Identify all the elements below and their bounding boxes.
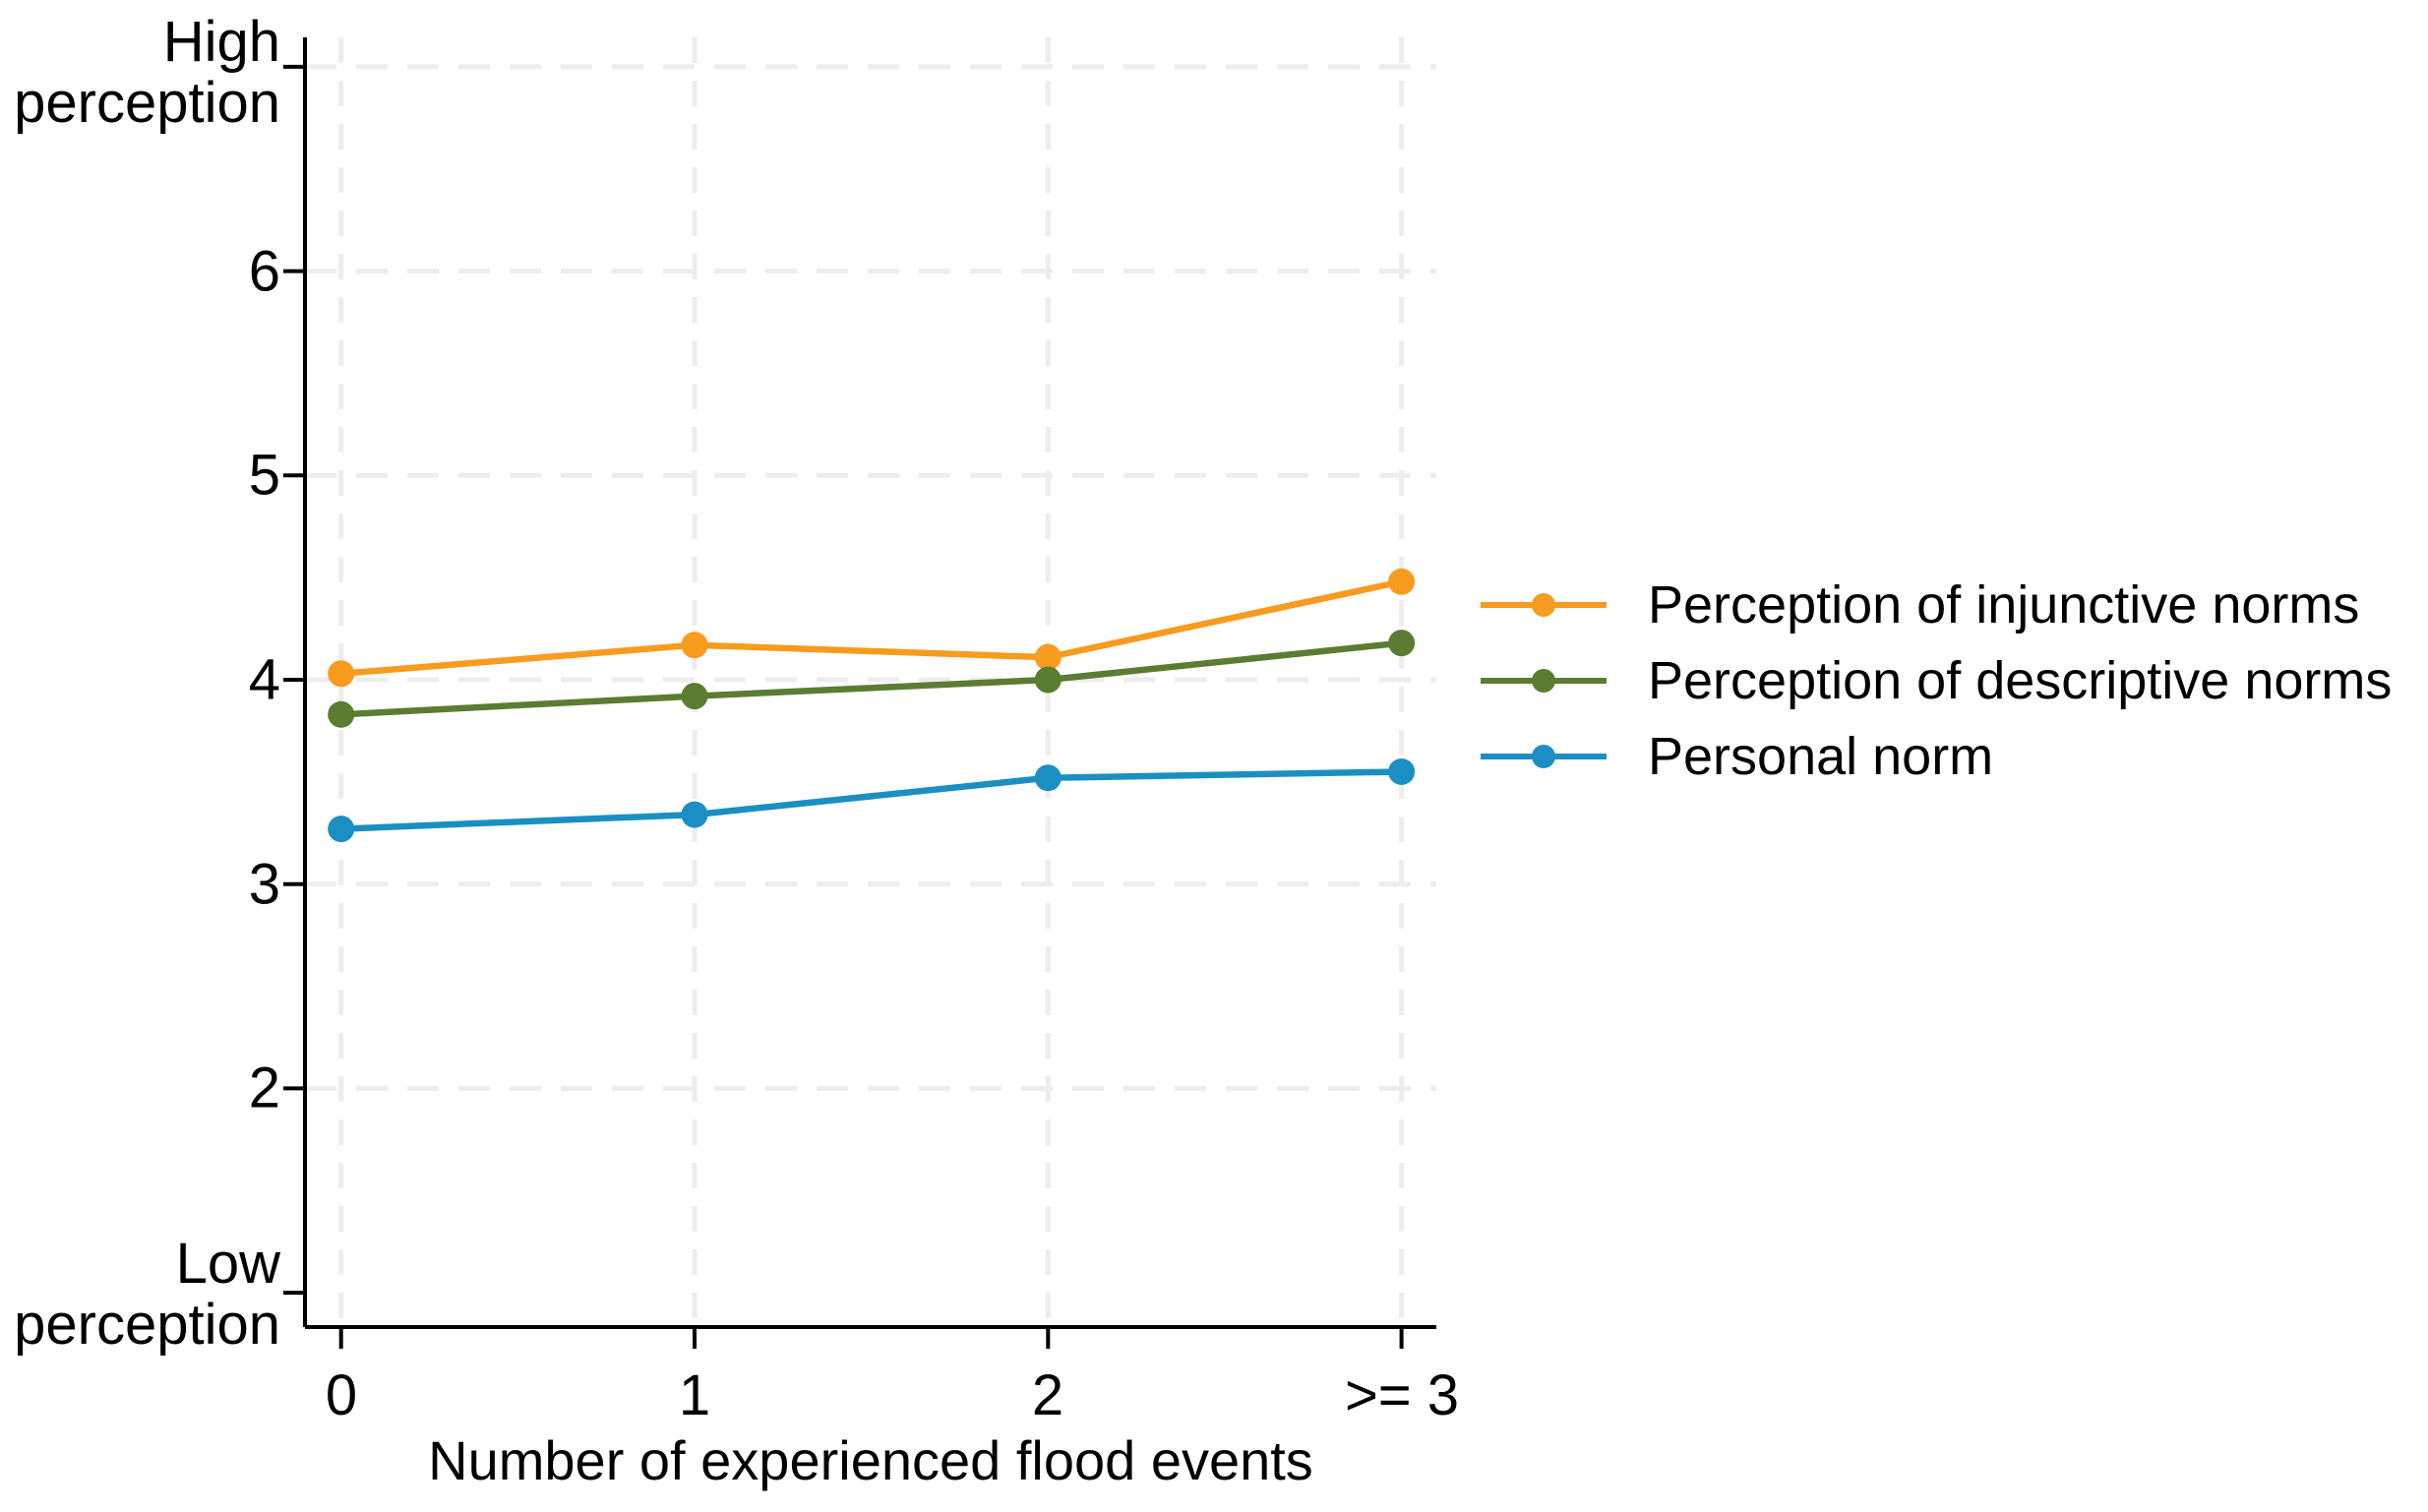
x-tick-label-0: 0 (325, 1363, 358, 1427)
legend-label-descriptive-norms: Perception of descriptive norms (1648, 650, 2393, 710)
x-axis-title: Number of experienced flood events (428, 1429, 1313, 1491)
legend-swatch-line-dot-icon (1481, 668, 1607, 693)
y-axis-bottom-label: Low perception (14, 1234, 280, 1356)
y-axis-top-label-line1: High (162, 10, 280, 74)
y-axis-bottom-label-line2: perception (14, 1293, 280, 1357)
legend-item-personal-norm: Personal norm (1479, 718, 2392, 794)
y-axis-top-label: High perception (14, 12, 280, 134)
x-tick-label-3plus: >= 3 (1344, 1363, 1460, 1427)
legend-item-injunctive-norms: Perception of injunctive norms (1479, 567, 2392, 642)
y-tick-label-2: 2 (248, 1056, 280, 1120)
series-markers (328, 568, 1416, 843)
x-tick-label-2: 2 (1031, 1363, 1064, 1427)
x-tick-label-1: 1 (678, 1363, 711, 1427)
legend-label-personal-norm: Personal norm (1648, 726, 1994, 786)
legend-label-injunctive-norms: Perception of injunctive norms (1648, 575, 2360, 635)
y-axis-top-label-line2: perception (14, 71, 280, 135)
gridlines (305, 37, 1436, 1327)
y-tick-label-3: 3 (248, 852, 280, 917)
legend-swatch-line-dot-icon (1481, 744, 1607, 768)
axes (283, 37, 1436, 1349)
y-tick-label-5: 5 (248, 443, 280, 508)
legend-item-descriptive-norms: Perception of descriptive norms (1479, 642, 2392, 718)
series-lines (337, 578, 1405, 832)
y-tick-label-4: 4 (248, 647, 280, 712)
legend: Perception of injunctive norms Perceptio… (1479, 567, 2392, 794)
y-axis-bottom-label-line1: Low (175, 1232, 280, 1296)
y-tick-label-6: 6 (248, 239, 280, 304)
legend-swatch-line-dot-icon (1481, 592, 1607, 617)
